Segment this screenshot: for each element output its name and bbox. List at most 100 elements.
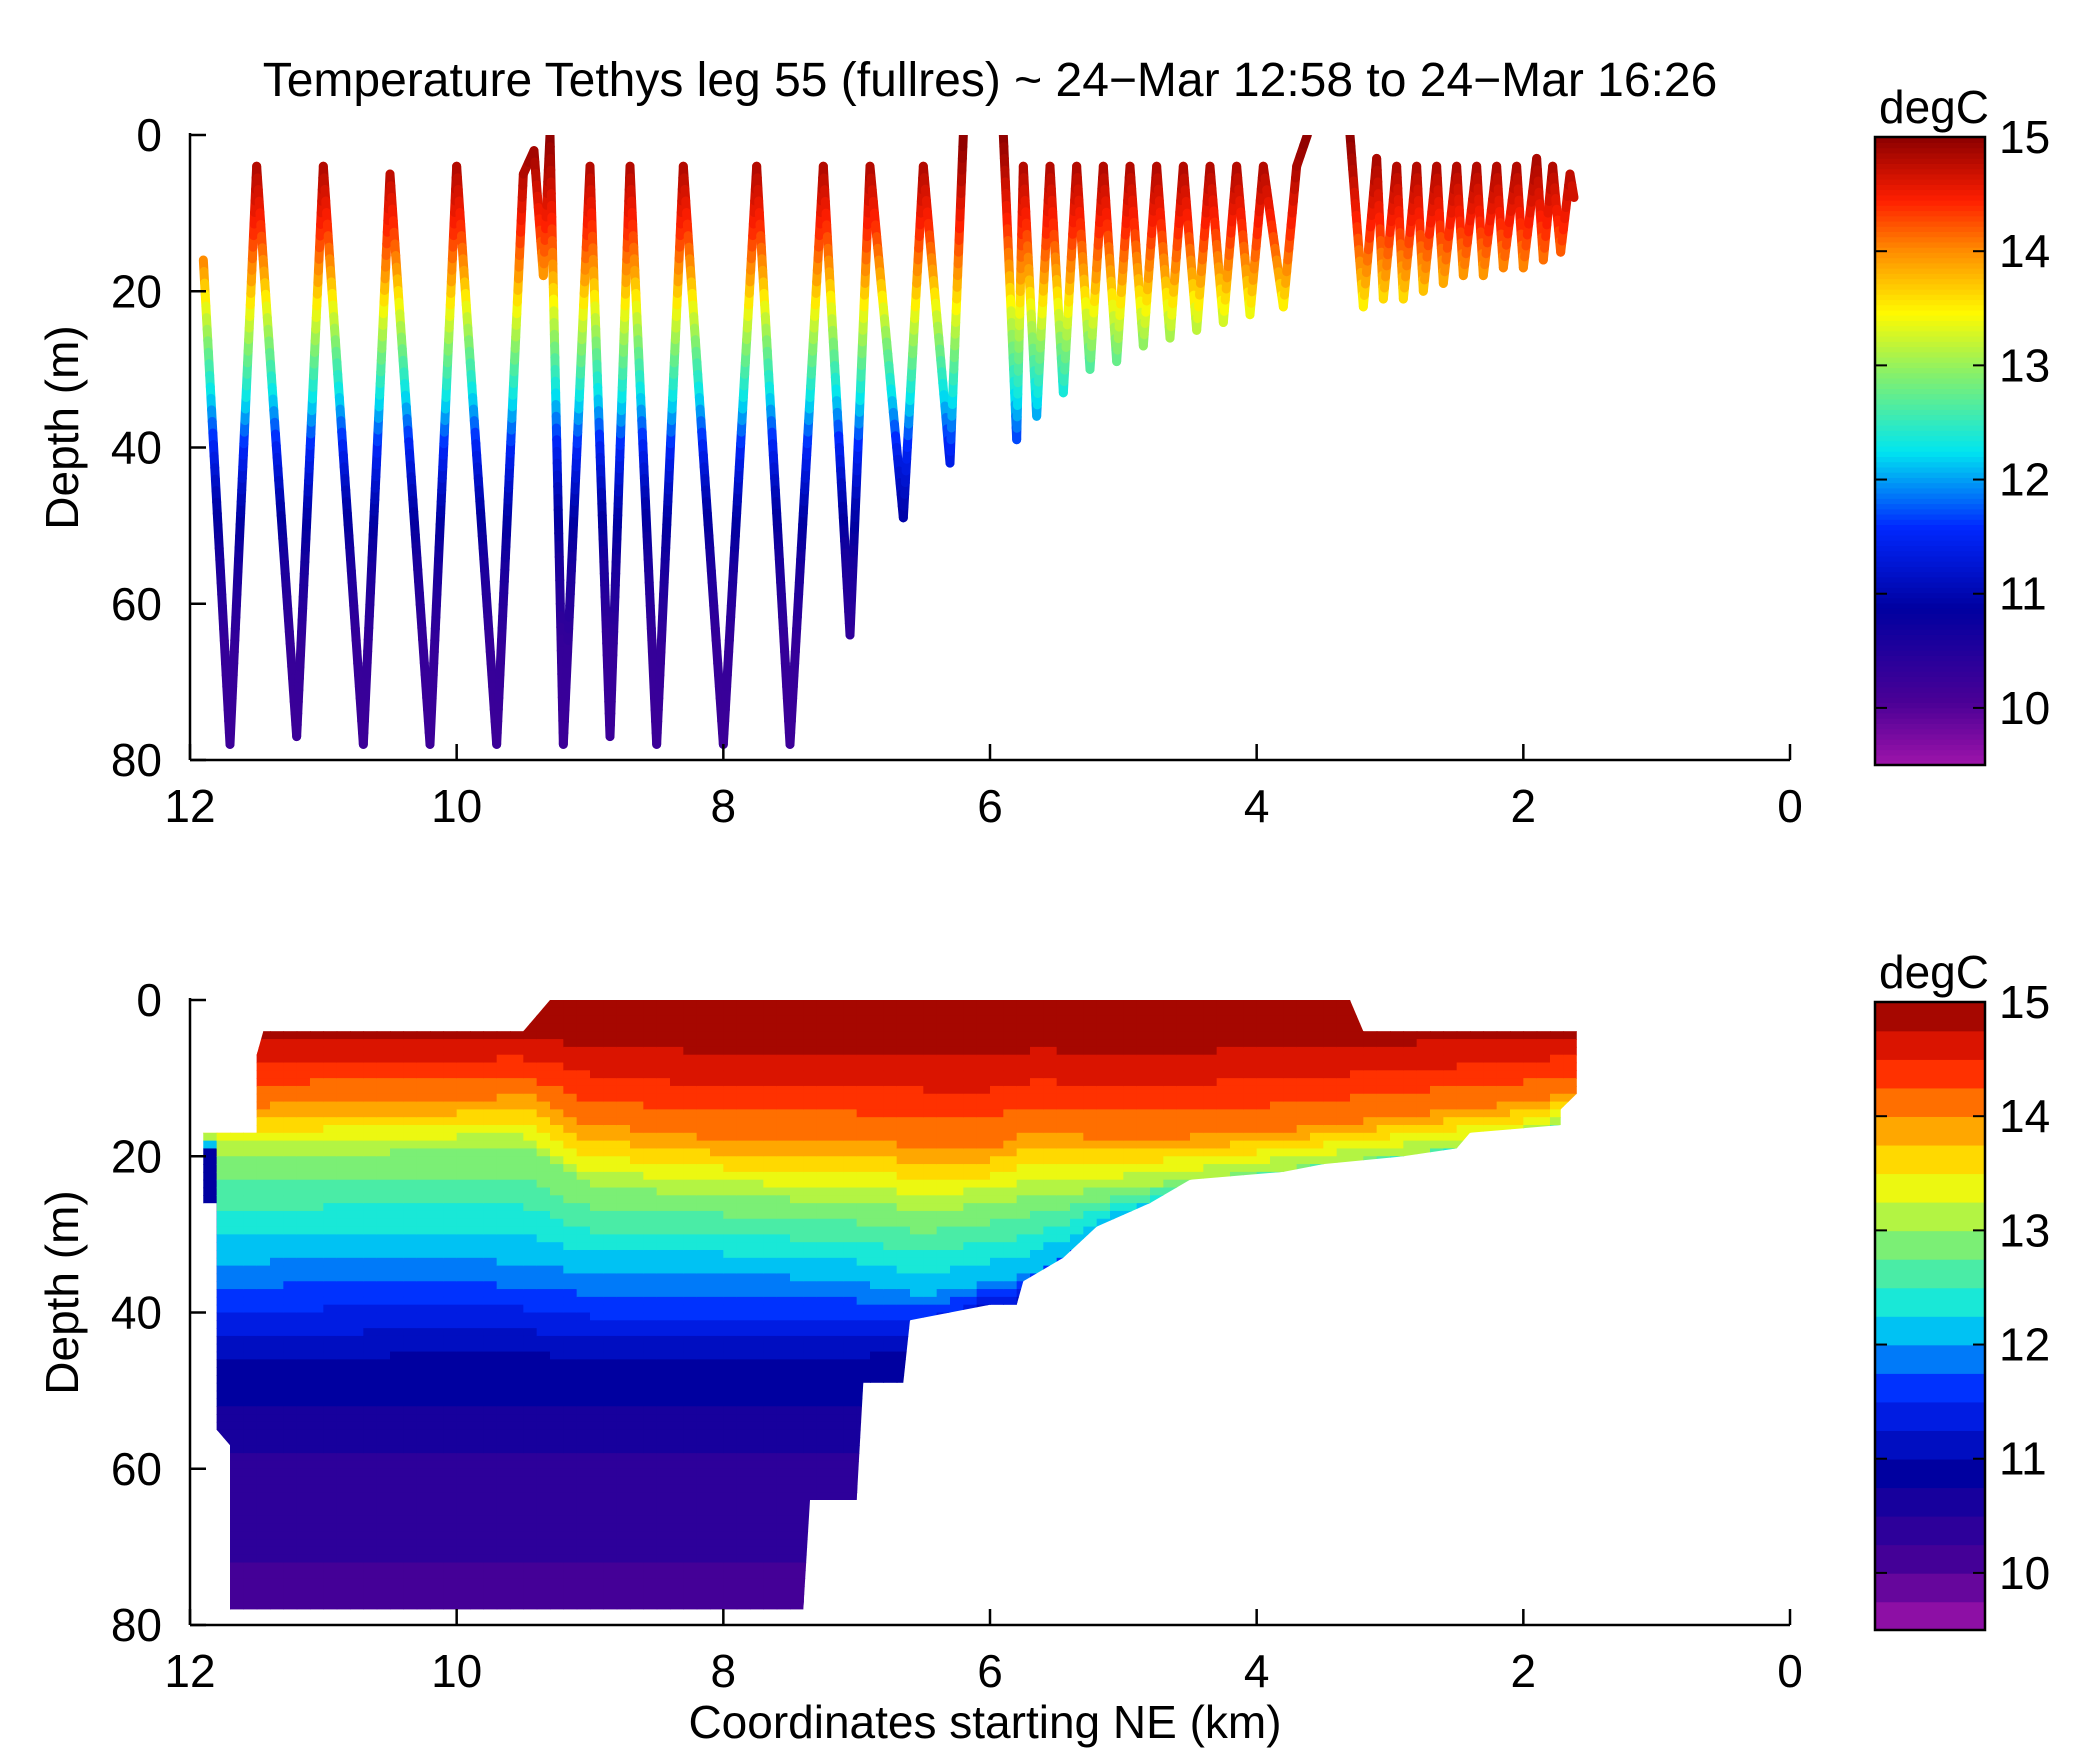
contour-cell xyxy=(550,1250,565,1259)
contour-cell xyxy=(203,1054,205,1064)
contour-cell xyxy=(550,1046,565,1056)
contour-cell xyxy=(203,1578,218,1587)
contour-cell xyxy=(216,1054,231,1064)
contour-cell xyxy=(523,1429,538,1439)
contour-cell xyxy=(323,1468,338,1478)
colorbar-tick-label: 13 xyxy=(1999,339,2050,391)
contour-cell xyxy=(616,1234,631,1243)
contour-cell xyxy=(203,1257,218,1267)
contour-cell xyxy=(630,1117,645,1126)
contour-cell xyxy=(670,1054,685,1064)
contour-cell xyxy=(456,1421,471,1431)
contour-cell xyxy=(416,1500,431,1509)
contour-cell xyxy=(256,1445,271,1454)
contour-cell xyxy=(576,1445,591,1454)
contour-cell xyxy=(430,1062,445,1072)
contour-cell xyxy=(403,1570,418,1579)
contour-cell xyxy=(336,1320,351,1329)
contour-cell xyxy=(310,1437,325,1447)
contour-cell xyxy=(683,1257,698,1267)
contour-cell xyxy=(563,1070,578,1079)
contour-cell xyxy=(336,1039,351,1048)
contour-cell xyxy=(550,1125,565,1134)
contour-cell xyxy=(350,1132,365,1142)
contour-cell xyxy=(243,1320,258,1329)
contour-cell xyxy=(336,1398,351,1407)
contour-cell xyxy=(256,1304,271,1314)
contour-cell xyxy=(203,1039,218,1048)
contour-cell xyxy=(643,1500,658,1509)
contour-cell xyxy=(416,1257,431,1267)
contour-cell xyxy=(230,1203,245,1212)
contour-cell xyxy=(376,1453,391,1462)
contour-cell xyxy=(496,1554,511,1564)
contour-cell xyxy=(296,1132,311,1142)
contour-cell xyxy=(456,1117,471,1126)
contour-cell xyxy=(430,1562,445,1572)
contour-cell xyxy=(550,1296,565,1306)
contour-cell xyxy=(243,1335,258,1345)
contour-cell xyxy=(470,1492,485,1501)
contour-cell xyxy=(216,1382,231,1392)
contour-cell xyxy=(616,1171,631,1181)
contour-cell xyxy=(230,1523,245,1532)
contour-cell xyxy=(310,1195,325,1204)
contour-cell xyxy=(576,1265,591,1275)
colorbar-segment xyxy=(1875,555,1985,562)
contour-cell xyxy=(496,1023,511,1032)
contour-cell xyxy=(550,1093,565,1103)
contour-cell xyxy=(416,1453,431,1462)
contour-cell xyxy=(283,1273,298,1282)
contour-cell xyxy=(536,1515,551,1525)
contour-cell xyxy=(576,1312,591,1322)
contour-cell xyxy=(550,1437,565,1447)
colorbar-tick-label: 14 xyxy=(1999,225,2050,277)
contour-cell xyxy=(243,1101,258,1111)
contour-cell xyxy=(550,1375,565,1384)
contour-cell xyxy=(656,1421,671,1431)
contour-cell xyxy=(350,1554,365,1564)
colorbar-segment xyxy=(1875,157,1985,164)
contour-cell xyxy=(390,1023,405,1032)
contour-cell xyxy=(310,1062,325,1072)
contour-cell xyxy=(670,1179,685,1189)
contour-cell xyxy=(456,1226,471,1236)
contour-cell xyxy=(203,1437,205,1447)
contour-cell xyxy=(576,1117,591,1126)
contour-cell xyxy=(590,1328,605,1337)
contour-cell xyxy=(483,1101,498,1111)
contour-cell xyxy=(203,1078,218,1087)
contour-cell xyxy=(310,1078,325,1087)
colorbar-segment xyxy=(1875,571,1985,578)
contour-cell xyxy=(683,1187,698,1197)
contour-cell xyxy=(363,1562,378,1572)
contour-cell xyxy=(483,1296,498,1306)
contour-cell xyxy=(496,1539,511,1548)
contour-cell xyxy=(376,1609,391,1610)
contour-cell xyxy=(283,1367,298,1376)
contour-cell xyxy=(243,1328,258,1337)
contour-cell xyxy=(336,1000,351,1009)
contour-cell xyxy=(590,1484,605,1493)
contour-cell xyxy=(216,1429,231,1439)
contour-cell xyxy=(470,1007,485,1017)
contour-cell xyxy=(616,1359,631,1368)
contour-cell xyxy=(483,1070,498,1079)
contour-cell xyxy=(603,1281,618,1290)
contour-cell xyxy=(363,1101,378,1111)
contour-cell xyxy=(243,1312,258,1322)
contour-cell xyxy=(536,1398,551,1407)
colorbar-segment xyxy=(1875,545,1985,552)
contour-cell xyxy=(430,1382,445,1392)
contour-cell xyxy=(523,1257,538,1267)
contour-cell xyxy=(203,1156,205,1165)
contour-cell xyxy=(683,1304,698,1314)
contour-cell xyxy=(603,1601,618,1610)
contour-cell xyxy=(656,1515,671,1525)
contour-cell xyxy=(616,1453,631,1462)
contour-cell xyxy=(456,1015,471,1025)
contour-cell xyxy=(630,1273,645,1282)
contour-cell xyxy=(363,1414,378,1423)
contour-cell xyxy=(510,1398,525,1407)
contour-cell xyxy=(496,1335,511,1345)
